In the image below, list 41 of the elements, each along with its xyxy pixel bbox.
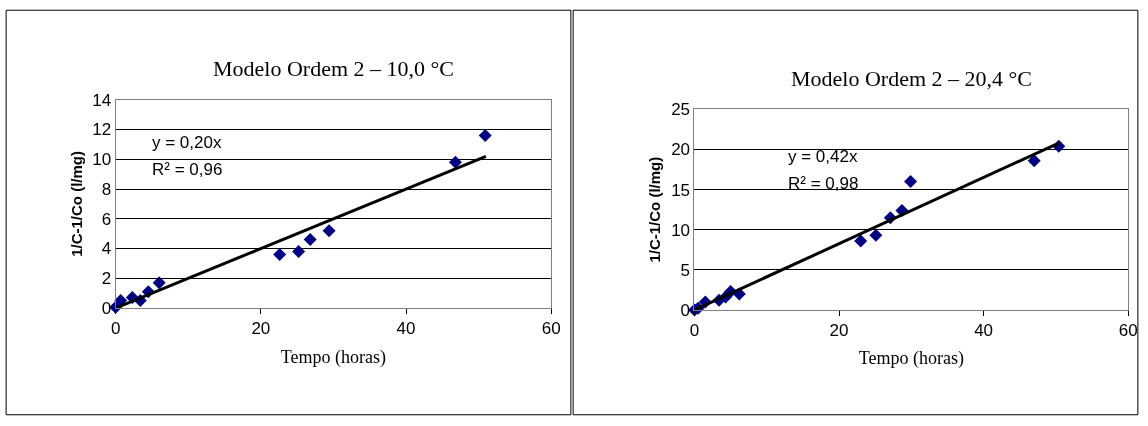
chart-title: Modelo Ordem 2 – 10,0 °C [213, 56, 455, 81]
x-tick-label: 60 [1118, 321, 1138, 341]
point [292, 245, 306, 258]
x-tick-label: 40 [974, 321, 994, 341]
x-tick-label: 20 [829, 321, 849, 341]
y-tick-label: 8 [101, 179, 112, 199]
y-tick-label: 5 [680, 260, 691, 280]
y-tick-label: 0 [680, 300, 691, 320]
x-axis-title: Tempo (horas) [280, 346, 387, 368]
point [478, 128, 492, 142]
y-tick-label: 25 [671, 100, 691, 120]
x-tick-label: 20 [251, 319, 271, 339]
y-tick-label: 6 [101, 209, 112, 229]
y-tick-label: 4 [101, 239, 112, 259]
y-tick-label: 15 [671, 180, 691, 200]
x-tick-label: 40 [396, 319, 416, 339]
y-tick-label: 0 [101, 298, 112, 318]
chart-title: Modelo Ordem 2 – 20,4 °C [791, 66, 1033, 91]
point [448, 155, 462, 169]
y-axis-title: 1/C-1/Co (l/mg) [646, 156, 664, 263]
point [1027, 154, 1041, 168]
y-tick-label: 10 [671, 220, 691, 240]
annotation: y = 0,42x [788, 147, 858, 166]
x-axis-title: Tempo (horas) [858, 348, 964, 370]
point [904, 175, 918, 189]
point [854, 234, 868, 248]
y-tick-label: 12 [92, 120, 112, 140]
annotation: R² = 0,96 [152, 160, 223, 179]
y-tick-label: 14 [92, 90, 112, 110]
y-axis-title: 1/C-1/Co (l/mg) [67, 150, 85, 257]
annotation: R² = 0,98 [788, 174, 859, 193]
point [152, 276, 166, 290]
point [322, 224, 336, 238]
point [303, 233, 317, 247]
annotation: y = 0,20x [152, 133, 222, 152]
y-tick-label: 10 [92, 150, 112, 170]
y-tick-label: 20 [671, 140, 691, 160]
point [273, 247, 287, 261]
y-tick-label: 2 [101, 269, 112, 289]
point [869, 228, 883, 242]
x-tick-label: 60 [541, 319, 561, 339]
